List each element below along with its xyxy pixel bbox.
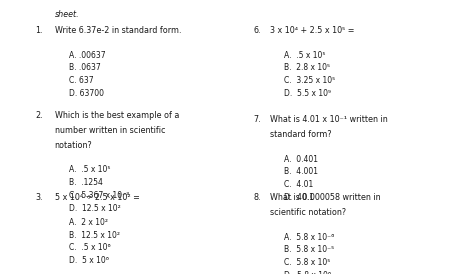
- Text: A.  2 x 10²: A. 2 x 10²: [69, 218, 108, 227]
- Text: B.  2.8 x 10⁵: B. 2.8 x 10⁵: [284, 63, 330, 72]
- Text: C.  5.367 x 10⁻³: C. 5.367 x 10⁻³: [69, 191, 129, 200]
- Text: 3.: 3.: [36, 193, 43, 202]
- Text: B.  .1254: B. .1254: [69, 178, 102, 187]
- Text: D.  5.8 x 10⁶: D. 5.8 x 10⁶: [284, 271, 331, 274]
- Text: D.  5 x 10⁶: D. 5 x 10⁶: [69, 256, 109, 265]
- Text: C.  3.25 x 10⁵: C. 3.25 x 10⁵: [284, 76, 336, 85]
- Text: C.  .5 x 10⁶: C. .5 x 10⁶: [69, 243, 110, 252]
- Text: D.  12.5 x 10²: D. 12.5 x 10²: [69, 204, 120, 213]
- Text: What is 4.01 x 10⁻¹ written in: What is 4.01 x 10⁻¹ written in: [270, 115, 388, 124]
- Text: C.  4.01: C. 4.01: [284, 180, 314, 189]
- Text: number written in scientific: number written in scientific: [55, 126, 165, 135]
- Text: D. 63700: D. 63700: [69, 89, 104, 98]
- Text: standard form?: standard form?: [270, 130, 332, 139]
- Text: Which is the best example of a: Which is the best example of a: [55, 111, 179, 120]
- Text: Write 6.37e-2 in standard form.: Write 6.37e-2 in standard form.: [55, 26, 181, 35]
- Text: 3 x 10⁴ + 2.5 x 10⁵ =: 3 x 10⁴ + 2.5 x 10⁵ =: [270, 26, 355, 35]
- Text: sheet.: sheet.: [55, 10, 79, 19]
- Text: 2.: 2.: [36, 111, 43, 120]
- Text: D.  5.5 x 10⁹: D. 5.5 x 10⁹: [284, 89, 331, 98]
- Text: 8.: 8.: [254, 193, 261, 202]
- Text: 5 x 10⁴ ÷ 2.5 x 10² =: 5 x 10⁴ ÷ 2.5 x 10² =: [55, 193, 139, 202]
- Text: A.  0.401: A. 0.401: [284, 155, 319, 164]
- Text: A.  5.8 x 10⁻⁶: A. 5.8 x 10⁻⁶: [284, 233, 335, 242]
- Text: 1.: 1.: [36, 26, 43, 35]
- Text: B.  4.001: B. 4.001: [284, 167, 319, 176]
- Text: A. .00637: A. .00637: [69, 51, 105, 59]
- Text: 7.: 7.: [254, 115, 261, 124]
- Text: C.  5.8 x 10⁵: C. 5.8 x 10⁵: [284, 258, 331, 267]
- Text: C. 637: C. 637: [69, 76, 93, 85]
- Text: B.  12.5 x 10²: B. 12.5 x 10²: [69, 230, 120, 239]
- Text: notation?: notation?: [55, 141, 92, 150]
- Text: What is 0.000058 written in: What is 0.000058 written in: [270, 193, 381, 202]
- Text: A.  .5 x 10⁵: A. .5 x 10⁵: [284, 51, 326, 59]
- Text: B.  5.8 x 10⁻⁵: B. 5.8 x 10⁻⁵: [284, 246, 335, 255]
- Text: 6.: 6.: [254, 26, 261, 35]
- Text: A.  .5 x 10⁵: A. .5 x 10⁵: [69, 165, 110, 175]
- Text: scientific notation?: scientific notation?: [270, 208, 346, 217]
- Text: D.  40.1: D. 40.1: [284, 193, 314, 202]
- Text: B. .0637: B. .0637: [69, 63, 100, 72]
